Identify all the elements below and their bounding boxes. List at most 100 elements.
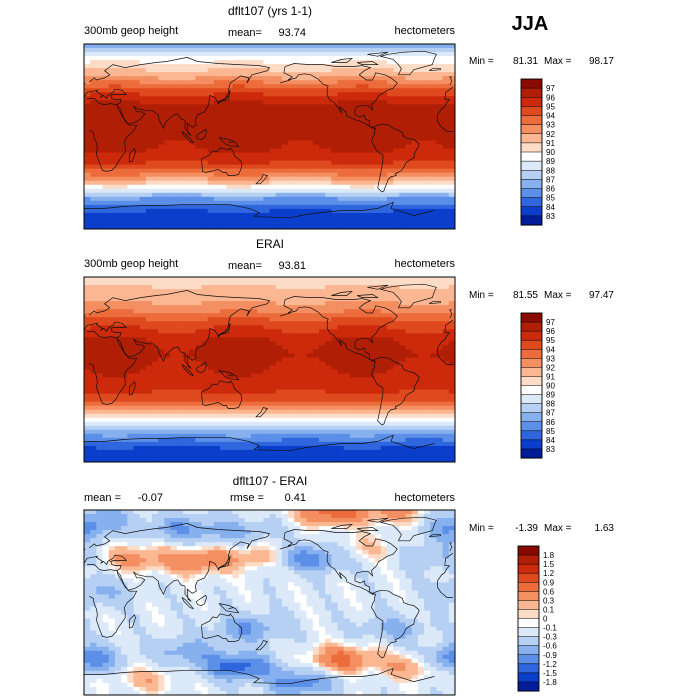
panel-model-field-cell bbox=[201, 144, 209, 150]
panel-model-field-cell bbox=[374, 204, 382, 210]
panel-model-field-cell bbox=[145, 80, 153, 85]
panel-erai-field-cell bbox=[96, 405, 104, 411]
panel-model-field-cell bbox=[417, 152, 425, 158]
panel-erai-field-cell bbox=[152, 405, 159, 411]
panel-erai-field-cell bbox=[448, 357, 455, 363]
panel-erai-field-cell bbox=[90, 333, 97, 338]
panel-erai-field-cell bbox=[318, 377, 326, 383]
panel-erai-field-cell bbox=[374, 289, 382, 294]
panel-erai-field-cell bbox=[343, 369, 351, 375]
panel-erai-field-cell bbox=[121, 333, 128, 338]
panel-erai-field-cell bbox=[436, 345, 444, 350]
panel-model-field-cell bbox=[176, 128, 184, 134]
panel-erai-field-cell bbox=[269, 405, 277, 411]
panel-erai-field-cell bbox=[139, 297, 147, 302]
panel-model-field-cell bbox=[84, 64, 91, 69]
panel-erai-field-cell bbox=[294, 309, 302, 314]
panel-model-field-cell bbox=[325, 60, 332, 65]
panel-model-field-cell bbox=[127, 124, 135, 130]
panel-erai-field-cell bbox=[263, 369, 271, 375]
panel-model-field-cell bbox=[90, 48, 97, 53]
panel-erai-field-cell bbox=[281, 405, 289, 411]
panel-erai-field-cell bbox=[343, 361, 351, 367]
panel-model-field-cell bbox=[139, 220, 147, 226]
panel-model-field-cell bbox=[349, 44, 357, 49]
panel-model-field-cell bbox=[368, 188, 376, 194]
panel-erai-field-cell bbox=[393, 309, 400, 314]
panel-model-field-cell bbox=[96, 132, 104, 138]
panel-model-field-cell bbox=[374, 212, 382, 218]
panel-model-field-cell bbox=[108, 108, 116, 113]
panel-erai-field-cell bbox=[96, 361, 104, 367]
panel-model-field-cell bbox=[182, 104, 190, 109]
panel-erai-field-cell bbox=[343, 385, 351, 391]
panel-erai-field-cell bbox=[300, 277, 308, 282]
panel-erai-field-cell bbox=[164, 349, 172, 355]
panel-model-field-cell bbox=[238, 168, 246, 174]
panel-model-field-cell bbox=[306, 52, 314, 57]
panel-erai-field-cell bbox=[331, 309, 339, 314]
panel-erai-field-cell bbox=[263, 297, 271, 302]
panel-erai-field-cell bbox=[325, 341, 332, 346]
panel-model-field-cell bbox=[182, 204, 190, 210]
panel-model-field-cell bbox=[442, 76, 450, 81]
panel-erai-field-cell bbox=[244, 361, 252, 367]
panel-erai-field-cell bbox=[176, 349, 184, 355]
panel-model-field-cell bbox=[349, 208, 357, 214]
panel-model-field-cell bbox=[343, 108, 351, 113]
panel-erai-field-cell bbox=[226, 405, 233, 411]
panel-erai-field-cell bbox=[127, 389, 135, 395]
panel-erai-units: hectometers bbox=[394, 258, 455, 270]
panel-model-field-cell bbox=[337, 72, 345, 77]
panel-model-field-cell bbox=[189, 180, 196, 186]
panel-model-field-cell bbox=[325, 176, 332, 182]
panel-erai-field-cell bbox=[331, 417, 339, 423]
panel-erai-field-cell bbox=[368, 301, 376, 306]
panel-erai-field-cell bbox=[417, 409, 425, 415]
panel-erai-field-cell bbox=[436, 309, 444, 314]
panel-model-field-cell bbox=[238, 48, 246, 53]
panel-model-field-cell bbox=[269, 132, 277, 138]
panel-erai-field-cell bbox=[275, 281, 283, 286]
panel-erai-field-cell bbox=[294, 297, 302, 302]
panel-erai-field-cell bbox=[331, 405, 339, 411]
panel-erai-field-cell bbox=[424, 381, 431, 387]
panel-erai-field-cell bbox=[405, 277, 413, 282]
panel-model-field-cell bbox=[424, 188, 431, 194]
panel-erai-field-cell bbox=[300, 321, 308, 326]
panel-erai-field-cell bbox=[356, 301, 363, 306]
panel-erai-field-cell bbox=[220, 345, 227, 350]
panel-model-field-cell bbox=[108, 168, 116, 174]
panel-erai-field-cell bbox=[257, 401, 264, 407]
panel-erai-field-cell bbox=[393, 393, 400, 399]
panel-model: dflt107 (yrs 1-1) 300mb geop height mean… bbox=[83, 4, 614, 230]
panel-model-field-cell bbox=[393, 56, 400, 61]
panel-model-field-cell bbox=[380, 176, 388, 182]
panel-erai-field-cell bbox=[220, 353, 227, 359]
panel-model-field-cell bbox=[152, 56, 159, 61]
panel-erai-field-cell bbox=[393, 409, 400, 415]
panel-erai-field-cell bbox=[145, 317, 153, 322]
panel-erai-field-cell bbox=[399, 301, 407, 306]
panel-model-field-cell bbox=[294, 100, 302, 105]
panel-model-field-cell bbox=[331, 188, 339, 194]
panel-model-field-cell bbox=[96, 180, 104, 186]
panel-erai-field-cell bbox=[263, 329, 271, 334]
panel-erai-field-cell bbox=[127, 277, 135, 282]
panel-model-field-cell bbox=[164, 64, 172, 69]
panel-erai-field-cell bbox=[442, 305, 450, 310]
panel-model-field-cell bbox=[325, 84, 332, 89]
panel-erai-field-cell bbox=[152, 349, 159, 355]
panel-model-field-cell bbox=[300, 108, 308, 113]
panel-erai-field-cell bbox=[399, 393, 407, 399]
panel-model-field-cell bbox=[325, 188, 332, 194]
panel-model-field-cell bbox=[430, 140, 438, 146]
panel-erai-field-cell bbox=[269, 401, 277, 407]
panel-erai-field-cell bbox=[356, 409, 363, 415]
panel-erai-field-cell bbox=[269, 409, 277, 415]
panel-erai-field-cell bbox=[405, 365, 413, 371]
panel-model-field-cell bbox=[417, 44, 425, 49]
panel-model-field-cell bbox=[257, 200, 264, 206]
panel-erai-field-cell bbox=[386, 321, 394, 326]
panel-model-field-cell bbox=[288, 160, 295, 166]
